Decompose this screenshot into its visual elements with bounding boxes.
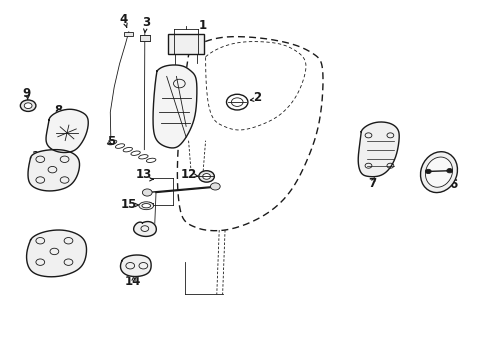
Circle shape bbox=[20, 100, 36, 111]
Ellipse shape bbox=[425, 157, 451, 187]
Polygon shape bbox=[28, 150, 80, 191]
Polygon shape bbox=[26, 230, 86, 277]
Text: 7: 7 bbox=[367, 177, 375, 190]
Text: 4: 4 bbox=[120, 13, 128, 27]
Bar bbox=[167, 33, 203, 54]
Ellipse shape bbox=[139, 202, 153, 210]
Circle shape bbox=[446, 168, 452, 173]
Text: 9: 9 bbox=[22, 87, 31, 100]
Circle shape bbox=[24, 103, 32, 109]
Text: 3: 3 bbox=[142, 16, 150, 29]
Circle shape bbox=[425, 169, 430, 174]
Ellipse shape bbox=[420, 152, 456, 193]
Text: 5: 5 bbox=[106, 135, 115, 148]
Bar bbox=[140, 35, 149, 41]
Text: 15: 15 bbox=[121, 198, 137, 211]
Text: 8: 8 bbox=[55, 104, 63, 117]
Text: 2: 2 bbox=[253, 91, 261, 104]
Circle shape bbox=[210, 183, 220, 190]
Text: 11: 11 bbox=[40, 261, 56, 274]
Polygon shape bbox=[120, 255, 151, 276]
Text: 13: 13 bbox=[135, 168, 151, 181]
Circle shape bbox=[202, 174, 210, 179]
Polygon shape bbox=[153, 65, 197, 148]
Ellipse shape bbox=[142, 203, 150, 208]
Text: 12: 12 bbox=[180, 168, 196, 181]
Text: 6: 6 bbox=[448, 178, 457, 191]
Text: 1: 1 bbox=[199, 19, 207, 32]
Polygon shape bbox=[46, 109, 88, 153]
Polygon shape bbox=[133, 221, 156, 237]
Bar bbox=[123, 32, 132, 36]
Circle shape bbox=[142, 189, 152, 196]
Text: 10: 10 bbox=[32, 150, 48, 163]
Text: 14: 14 bbox=[124, 275, 141, 288]
Polygon shape bbox=[358, 122, 398, 177]
Circle shape bbox=[199, 171, 214, 182]
